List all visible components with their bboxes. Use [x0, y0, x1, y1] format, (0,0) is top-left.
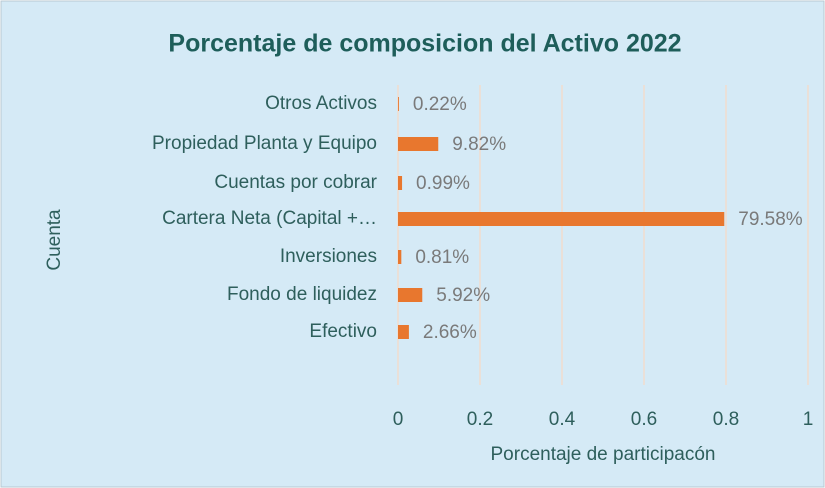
y-axis-label: Cuenta	[44, 209, 65, 271]
y-tick-label: Propiedad Planta y Equipo	[152, 133, 377, 154]
x-tick-label: 0	[393, 409, 404, 430]
bar	[398, 176, 403, 190]
y-tick-label: Fondo de liquidez	[227, 284, 377, 305]
x-tick-label: 0.4	[549, 409, 576, 430]
data-label: 5.92%	[436, 285, 490, 306]
y-tick-label: Cartera Neta (Capital +…	[162, 208, 377, 229]
bar	[398, 137, 439, 151]
x-tick-label: 0.2	[467, 409, 493, 430]
x-tick-label: 0.6	[631, 409, 657, 430]
x-tick-label: 1	[803, 409, 814, 430]
bar	[398, 212, 725, 226]
y-tick-label: Otros Activos	[265, 93, 377, 114]
data-label: 79.58%	[738, 209, 803, 230]
data-label: 0.81%	[415, 247, 469, 268]
bar	[398, 97, 399, 111]
bar	[398, 288, 423, 302]
x-axis-label: Porcentaje de participacón	[491, 444, 716, 465]
y-tick-label: Inversiones	[280, 246, 377, 267]
y-tick-label: Cuentas por cobrar	[214, 172, 377, 193]
data-label: 9.82%	[452, 134, 506, 155]
chart-title: Porcentaje de composicion del Activo 202…	[168, 30, 681, 58]
y-tick-label: Efectivo	[309, 321, 377, 342]
bar	[398, 325, 409, 339]
data-label: 2.66%	[423, 322, 477, 343]
bar	[398, 250, 402, 264]
x-tick-label: 0.8	[713, 409, 739, 430]
data-label: 0.99%	[416, 173, 470, 194]
data-label: 0.22%	[413, 94, 467, 115]
